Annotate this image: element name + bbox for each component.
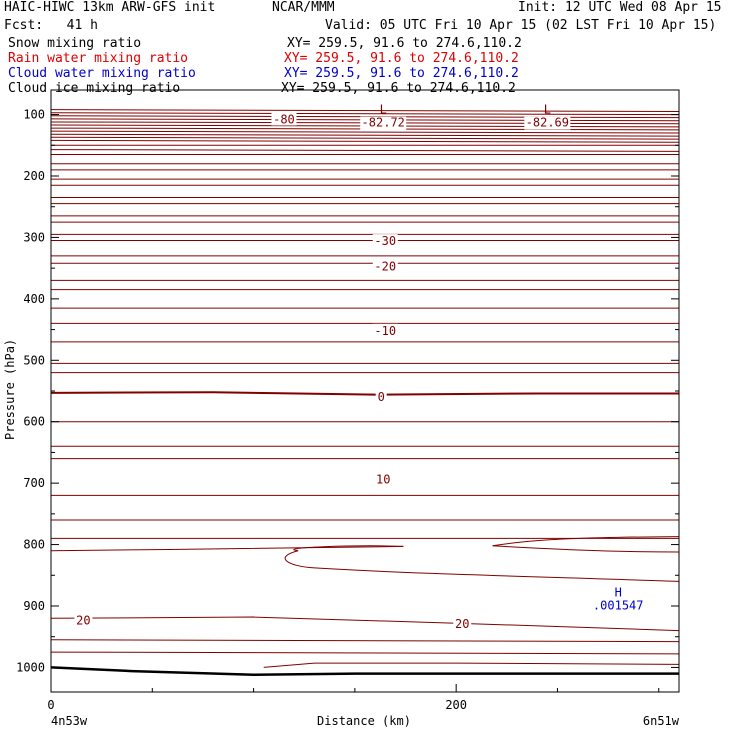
contour-label: 20 <box>76 614 90 628</box>
contour-label-bg <box>453 616 472 630</box>
contour-line <box>50 130 680 134</box>
field-label: Rain water mixing ratio <box>8 51 189 66</box>
contour-label-bg <box>372 323 398 337</box>
extremum-mark: L <box>544 103 551 117</box>
field-xy: XY= 259.5, 91.6 to 274.6,110.2 <box>284 66 519 81</box>
field-xy: XY= 259.5, 91.6 to 274.6,110.2 <box>281 81 516 96</box>
x-tick-label: 0 <box>47 698 54 712</box>
y-tick-label: 600 <box>23 415 45 429</box>
y-tick-label: 900 <box>23 599 45 613</box>
contour-line <box>50 136 680 140</box>
contour-label: -10 <box>374 324 396 338</box>
x-tick-label: 200 <box>445 698 467 712</box>
contour-line <box>50 651 680 655</box>
contour-label-bg <box>372 234 398 248</box>
extremum-value: -82.72 <box>362 116 405 130</box>
extremum-value-bg <box>360 116 407 130</box>
contour-label-bg <box>374 472 393 486</box>
header-model: HAIC-HIWC 13km ARW-GFS init <box>4 0 216 15</box>
y-tick-label: 1000 <box>16 660 45 674</box>
x-right-label: 6n51w <box>643 714 680 728</box>
contour-label: -80 <box>273 112 295 126</box>
header-valid: Valid: 05 UTC Fri 10 Apr 15 (02 LST Fri … <box>325 18 717 33</box>
contour-line <box>50 149 680 152</box>
contour-label-bg <box>375 390 387 404</box>
extremum-value-bg <box>591 599 645 613</box>
field-xy: XY= 259.5, 91.6 to 274.6,110.2 <box>287 36 522 51</box>
y-tick-label: 800 <box>23 538 45 552</box>
contour-line <box>50 112 680 116</box>
extremum-value-bg <box>524 116 571 130</box>
y-axis-label: Pressure (hPa) <box>3 339 17 440</box>
contour-line <box>50 133 680 137</box>
extremum-value: -82.69 <box>526 116 569 130</box>
y-tick-label: 200 <box>23 169 45 183</box>
y-tick-label: 300 <box>23 230 45 244</box>
contour-label-bg <box>372 259 398 273</box>
x-axis-label: Distance (km) <box>317 714 411 728</box>
extremum-value: .001547 <box>593 598 644 612</box>
contour-line <box>50 639 680 643</box>
plot-frame <box>50 89 680 693</box>
header-init: Init: 12 UTC Wed 08 Apr 15 <box>518 0 722 15</box>
field-label: Cloud ice mixing ratio <box>8 81 181 96</box>
contour-label: 0 <box>378 390 385 404</box>
contour-label-bg <box>271 112 297 126</box>
contour-line-20 <box>50 616 680 632</box>
extremum-mark: L <box>380 103 387 117</box>
header-fcst: Fcst: 41 h <box>4 18 98 33</box>
contour-label: 20 <box>455 617 469 631</box>
contour-label: -20 <box>374 259 396 273</box>
extremum-mark: H <box>615 585 622 599</box>
contour-line <box>263 662 680 668</box>
y-tick-label: 400 <box>23 292 45 306</box>
x-left-label: 4n53w <box>51 714 88 728</box>
contour-line <box>50 545 404 552</box>
contour-line <box>492 536 680 547</box>
y-tick-label: 500 <box>23 353 45 367</box>
y-tick-label: 100 <box>23 108 45 122</box>
contour-label: -30 <box>374 234 396 248</box>
field-xy: XY= 259.5, 91.6 to 274.6,110.2 <box>284 51 519 66</box>
contour-line <box>50 139 680 143</box>
field-label: Cloud water mixing ratio <box>8 66 196 81</box>
contour-line <box>492 545 680 553</box>
field-label: Snow mixing ratio <box>8 36 142 51</box>
contour-label-bg <box>74 613 93 627</box>
contour-label: 10 <box>376 472 390 486</box>
terrain-line <box>50 666 679 677</box>
y-tick-label: 700 <box>23 476 45 490</box>
contour-lines <box>50 109 680 668</box>
contour-line-zero <box>50 391 679 396</box>
contour-line <box>284 545 680 582</box>
header-org: NCAR/MMM <box>272 0 335 15</box>
contour-line <box>50 109 680 112</box>
special-contours <box>50 536 680 677</box>
